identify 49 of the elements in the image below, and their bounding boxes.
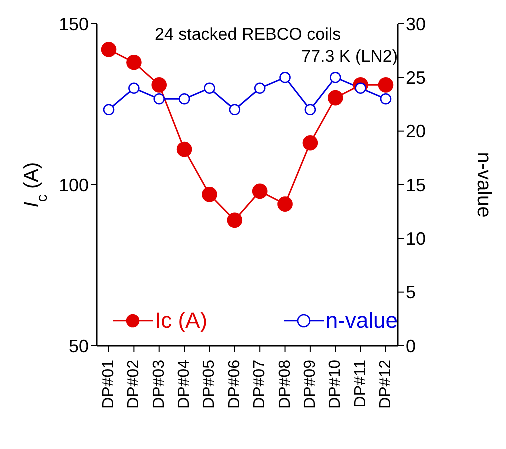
y2-tick-label: 30 bbox=[406, 14, 426, 34]
y-tick-label: 50 bbox=[68, 336, 89, 356]
point bbox=[304, 104, 316, 116]
x-tick-label: DP#05 bbox=[201, 360, 218, 409]
point bbox=[227, 212, 243, 228]
x-tick-label: DP#12 bbox=[378, 360, 394, 409]
point bbox=[176, 142, 192, 158]
x-tick-label: DP#06 bbox=[226, 360, 244, 409]
point bbox=[302, 135, 318, 151]
y-tick-label: 100 bbox=[58, 175, 89, 196]
y2-tick-label: 25 bbox=[406, 68, 426, 88]
point bbox=[252, 184, 268, 200]
point bbox=[328, 90, 344, 106]
y2-tick-label: 5 bbox=[406, 282, 416, 303]
point bbox=[380, 93, 392, 105]
y-tick-label: 150 bbox=[58, 14, 89, 34]
x-tick-label: DP#09 bbox=[302, 360, 319, 409]
annotation: 24 stacked REBCO coils bbox=[155, 25, 342, 45]
legend-label: Ic (A) bbox=[155, 308, 208, 334]
point bbox=[202, 187, 218, 202]
y2-tick-label: 10 bbox=[406, 229, 426, 250]
point bbox=[101, 42, 117, 58]
x-tick-label: DP#11 bbox=[352, 360, 370, 408]
annotation: 77.3 K (LN2) bbox=[302, 47, 398, 67]
x-tick-label: DP#01 bbox=[100, 360, 118, 409]
x-tick-label: DP#03 bbox=[150, 360, 168, 409]
point bbox=[126, 54, 142, 70]
point bbox=[152, 78, 168, 93]
x-tick-label: DP#02 bbox=[126, 360, 143, 409]
point bbox=[103, 104, 115, 116]
point bbox=[278, 196, 293, 212]
point bbox=[229, 104, 241, 116]
legend-label: n-value bbox=[326, 308, 398, 334]
x-tick-label: DP#07 bbox=[252, 360, 269, 409]
point bbox=[280, 72, 291, 84]
point bbox=[178, 93, 190, 105]
y2-axis-title: n-value bbox=[473, 152, 495, 218]
y2-tick-label: 15 bbox=[406, 175, 426, 196]
point bbox=[154, 93, 166, 105]
x-tick-label: DP#08 bbox=[276, 360, 294, 409]
point bbox=[254, 82, 266, 94]
point bbox=[204, 82, 216, 94]
y2-tick-label: 0 bbox=[406, 336, 416, 356]
point bbox=[378, 78, 394, 93]
x-tick-label: DP#04 bbox=[176, 360, 194, 409]
point bbox=[128, 82, 140, 94]
x-tick-label: DP#10 bbox=[327, 360, 344, 409]
point bbox=[330, 72, 342, 84]
y2-tick-label: 20 bbox=[406, 122, 426, 142]
